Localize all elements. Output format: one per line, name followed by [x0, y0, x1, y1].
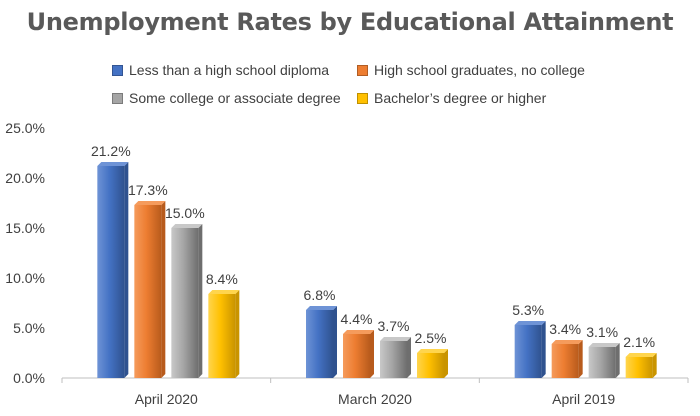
bar-side [161, 201, 166, 378]
bar [514, 321, 546, 378]
bar-side [370, 330, 374, 378]
data-label: 8.4% [206, 271, 238, 287]
bar-side [333, 306, 337, 378]
y-tick-label: 10.0% [5, 270, 45, 286]
legend-label-bachelors: Bachelor’s degree or higher [374, 90, 547, 106]
legend-label-some-college: Some college or associate degree [129, 90, 341, 106]
bar-front [134, 205, 162, 378]
bar-side [198, 224, 203, 378]
bar [134, 201, 166, 378]
legend-item-bachelors: Bachelor’s degree or higher [357, 90, 546, 106]
data-label: 17.3% [128, 182, 168, 198]
bar-front [417, 353, 444, 378]
bar [208, 290, 240, 378]
bar-front [343, 334, 370, 378]
bar-top [625, 353, 657, 357]
bar-front [551, 344, 579, 378]
legend-item-some-college: Some college or associate degree [112, 90, 341, 106]
bar-side [124, 162, 129, 378]
bar-top [588, 343, 620, 347]
bar-top [551, 340, 583, 344]
chart-title: Unemployment Rates by Educational Attain… [26, 8, 674, 36]
bar-top [208, 290, 240, 294]
bar [588, 343, 620, 378]
y-tick-label: 5.0% [13, 320, 45, 336]
data-label: 5.3% [512, 302, 544, 318]
legend-label-high-school-graduates: High school graduates, no college [374, 62, 585, 78]
bar-front [97, 166, 125, 378]
bar [171, 224, 203, 378]
bar-top [134, 201, 166, 205]
bar [625, 353, 657, 378]
bar-front [380, 341, 407, 378]
x-tick-label: April 2019 [552, 391, 615, 407]
y-tick-label: 0.0% [13, 370, 45, 386]
data-label: 6.8% [304, 287, 336, 303]
y-tick-label: 25.0% [5, 120, 45, 136]
data-label: 3.7% [378, 318, 410, 334]
bar-front [306, 310, 333, 378]
legend-swatch-less-than-high-school [112, 64, 123, 76]
bar-front [625, 357, 653, 378]
bar-side [235, 290, 240, 378]
bar-side [652, 353, 657, 378]
bar-top [306, 306, 337, 310]
bar [306, 306, 337, 378]
bar-top [171, 224, 203, 228]
bar-top [514, 321, 546, 325]
data-label: 2.5% [415, 330, 447, 346]
bar [551, 340, 583, 378]
legend-item-high-school-graduates: High school graduates, no college [357, 62, 585, 78]
y-tick-label: 20.0% [5, 170, 45, 186]
legend-item-less-than-high-school: Less than a high school diploma [112, 62, 329, 78]
data-label: 21.2% [91, 143, 131, 159]
bar-side [541, 321, 546, 378]
bar-front [208, 294, 236, 378]
bar-front [171, 228, 199, 378]
bar-side [444, 349, 448, 378]
data-label: 4.4% [341, 311, 373, 327]
data-label: 3.1% [586, 324, 618, 340]
data-label: 15.0% [165, 205, 205, 221]
bar [343, 330, 374, 378]
bar-side [615, 343, 620, 378]
legend-swatch-high-school-graduates [357, 64, 368, 76]
data-label: 2.1% [623, 334, 655, 350]
data-label: 3.4% [549, 321, 581, 337]
bar [417, 349, 448, 378]
bar [380, 337, 411, 378]
x-tick-label: April 2020 [135, 391, 198, 407]
bar [97, 162, 129, 378]
bar-front [514, 325, 542, 378]
bar-top [97, 162, 129, 166]
bar-top [343, 330, 374, 334]
bar-top [417, 349, 448, 353]
bar-side [578, 340, 583, 378]
x-tick-label: March 2020 [338, 391, 412, 407]
bar-front [588, 347, 616, 378]
bar-side [407, 337, 411, 378]
y-tick-label: 15.0% [5, 220, 45, 236]
legend-swatch-bachelors [357, 92, 368, 104]
legend-label-less-than-high-school: Less than a high school diploma [129, 62, 330, 78]
bar-top [380, 337, 411, 341]
legend-swatch-some-college [112, 92, 123, 104]
